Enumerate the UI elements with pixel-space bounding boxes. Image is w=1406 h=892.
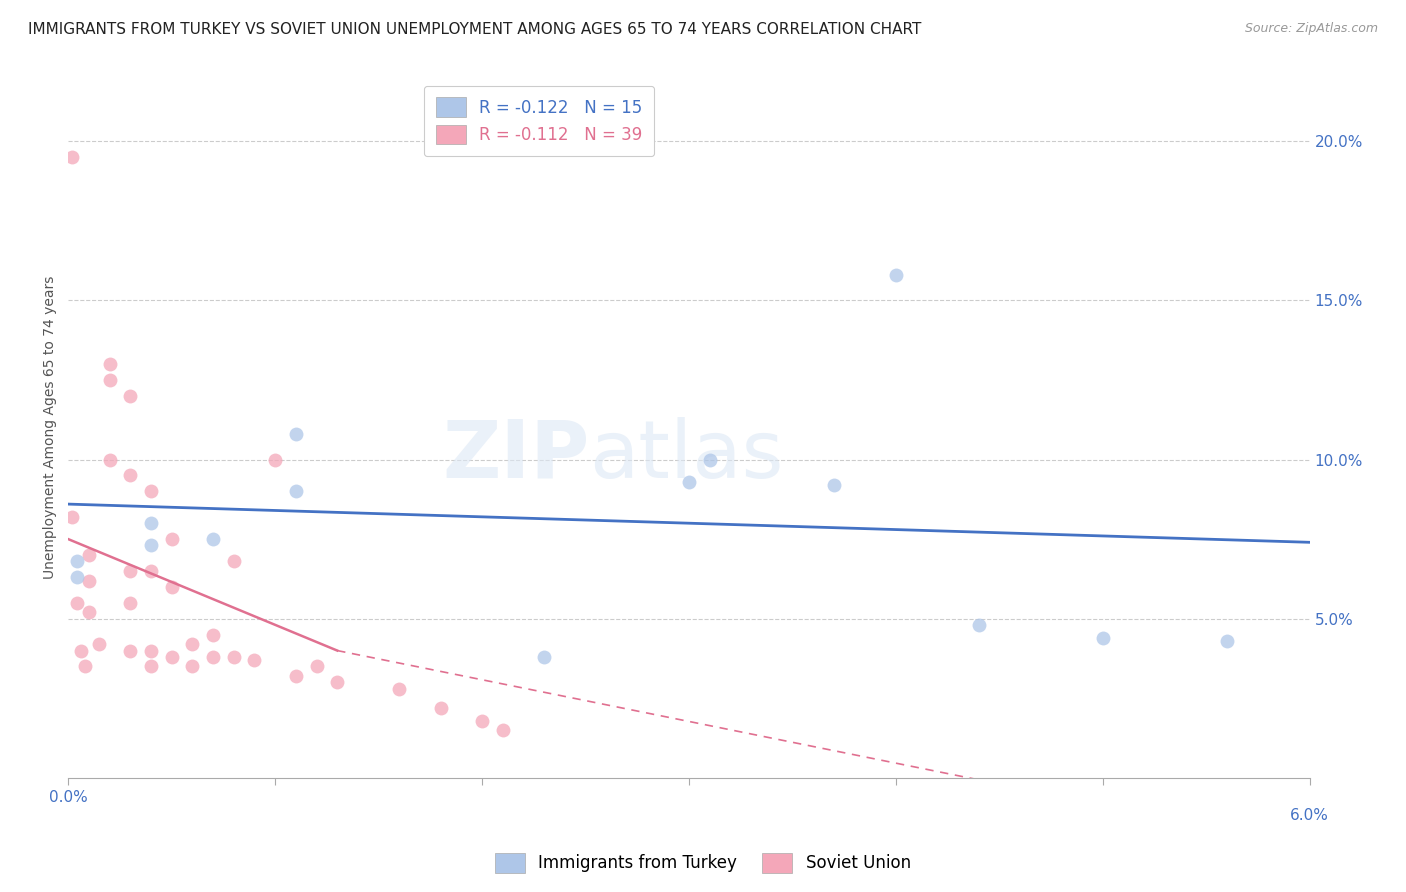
Point (139, 564, 162, 578)
Text: 6.0%: 6.0% (1291, 808, 1329, 823)
Point (139, 659, 162, 673)
Point (202, 649, 225, 664)
Point (60, 150, 83, 164)
Point (139, 643, 162, 657)
Point (533, 649, 555, 664)
Point (73, 659, 96, 673)
Point (77, 548, 100, 562)
Point (98, 452, 121, 467)
Point (471, 714, 494, 728)
Point (884, 268, 907, 282)
Point (160, 580, 183, 594)
Point (967, 618, 990, 632)
Point (243, 653, 266, 667)
Point (98, 373, 121, 387)
Point (139, 539, 162, 553)
Point (305, 659, 328, 673)
Point (388, 681, 411, 696)
Point (284, 484, 307, 499)
Point (1091, 631, 1114, 645)
Point (1216, 634, 1239, 648)
Point (326, 675, 349, 690)
Point (429, 701, 451, 715)
Legend: Immigrants from Turkey, Soviet Union: Immigrants from Turkey, Soviet Union (488, 847, 918, 880)
Point (222, 554, 245, 568)
Point (202, 532, 225, 546)
Point (139, 484, 162, 499)
Point (65, 596, 87, 610)
Point (120, 643, 142, 657)
Point (120, 468, 142, 483)
Point (160, 649, 183, 664)
Point (492, 723, 515, 738)
Point (98, 357, 121, 371)
Point (69, 643, 91, 657)
Point (65, 554, 87, 568)
Text: atlas: atlas (589, 417, 785, 495)
Text: IMMIGRANTS FROM TURKEY VS SOVIET UNION UNEMPLOYMENT AMONG AGES 65 TO 74 YEARS CO: IMMIGRANTS FROM TURKEY VS SOVIET UNION U… (28, 22, 921, 37)
Point (181, 637, 204, 651)
Point (120, 596, 142, 610)
Text: ZIP: ZIP (443, 417, 589, 495)
Point (222, 649, 245, 664)
Legend: R = -0.122   N = 15, R = -0.112   N = 39: R = -0.122 N = 15, R = -0.112 N = 39 (425, 86, 654, 156)
Point (699, 452, 721, 467)
Y-axis label: Unemployment Among Ages 65 to 74 years: Unemployment Among Ages 65 to 74 years (44, 276, 58, 580)
Text: Source: ZipAtlas.com: Source: ZipAtlas.com (1244, 22, 1378, 36)
Point (77, 574, 100, 588)
Point (77, 605, 100, 619)
Point (60, 509, 83, 524)
Point (202, 627, 225, 641)
Point (160, 532, 183, 546)
Point (284, 669, 307, 683)
Point (120, 564, 142, 578)
Point (181, 659, 204, 673)
Point (823, 478, 845, 492)
Point (678, 475, 700, 489)
Point (139, 516, 162, 531)
Point (264, 452, 287, 467)
Point (89, 637, 111, 651)
Point (120, 389, 142, 403)
Point (65, 570, 87, 584)
Point (284, 427, 307, 442)
